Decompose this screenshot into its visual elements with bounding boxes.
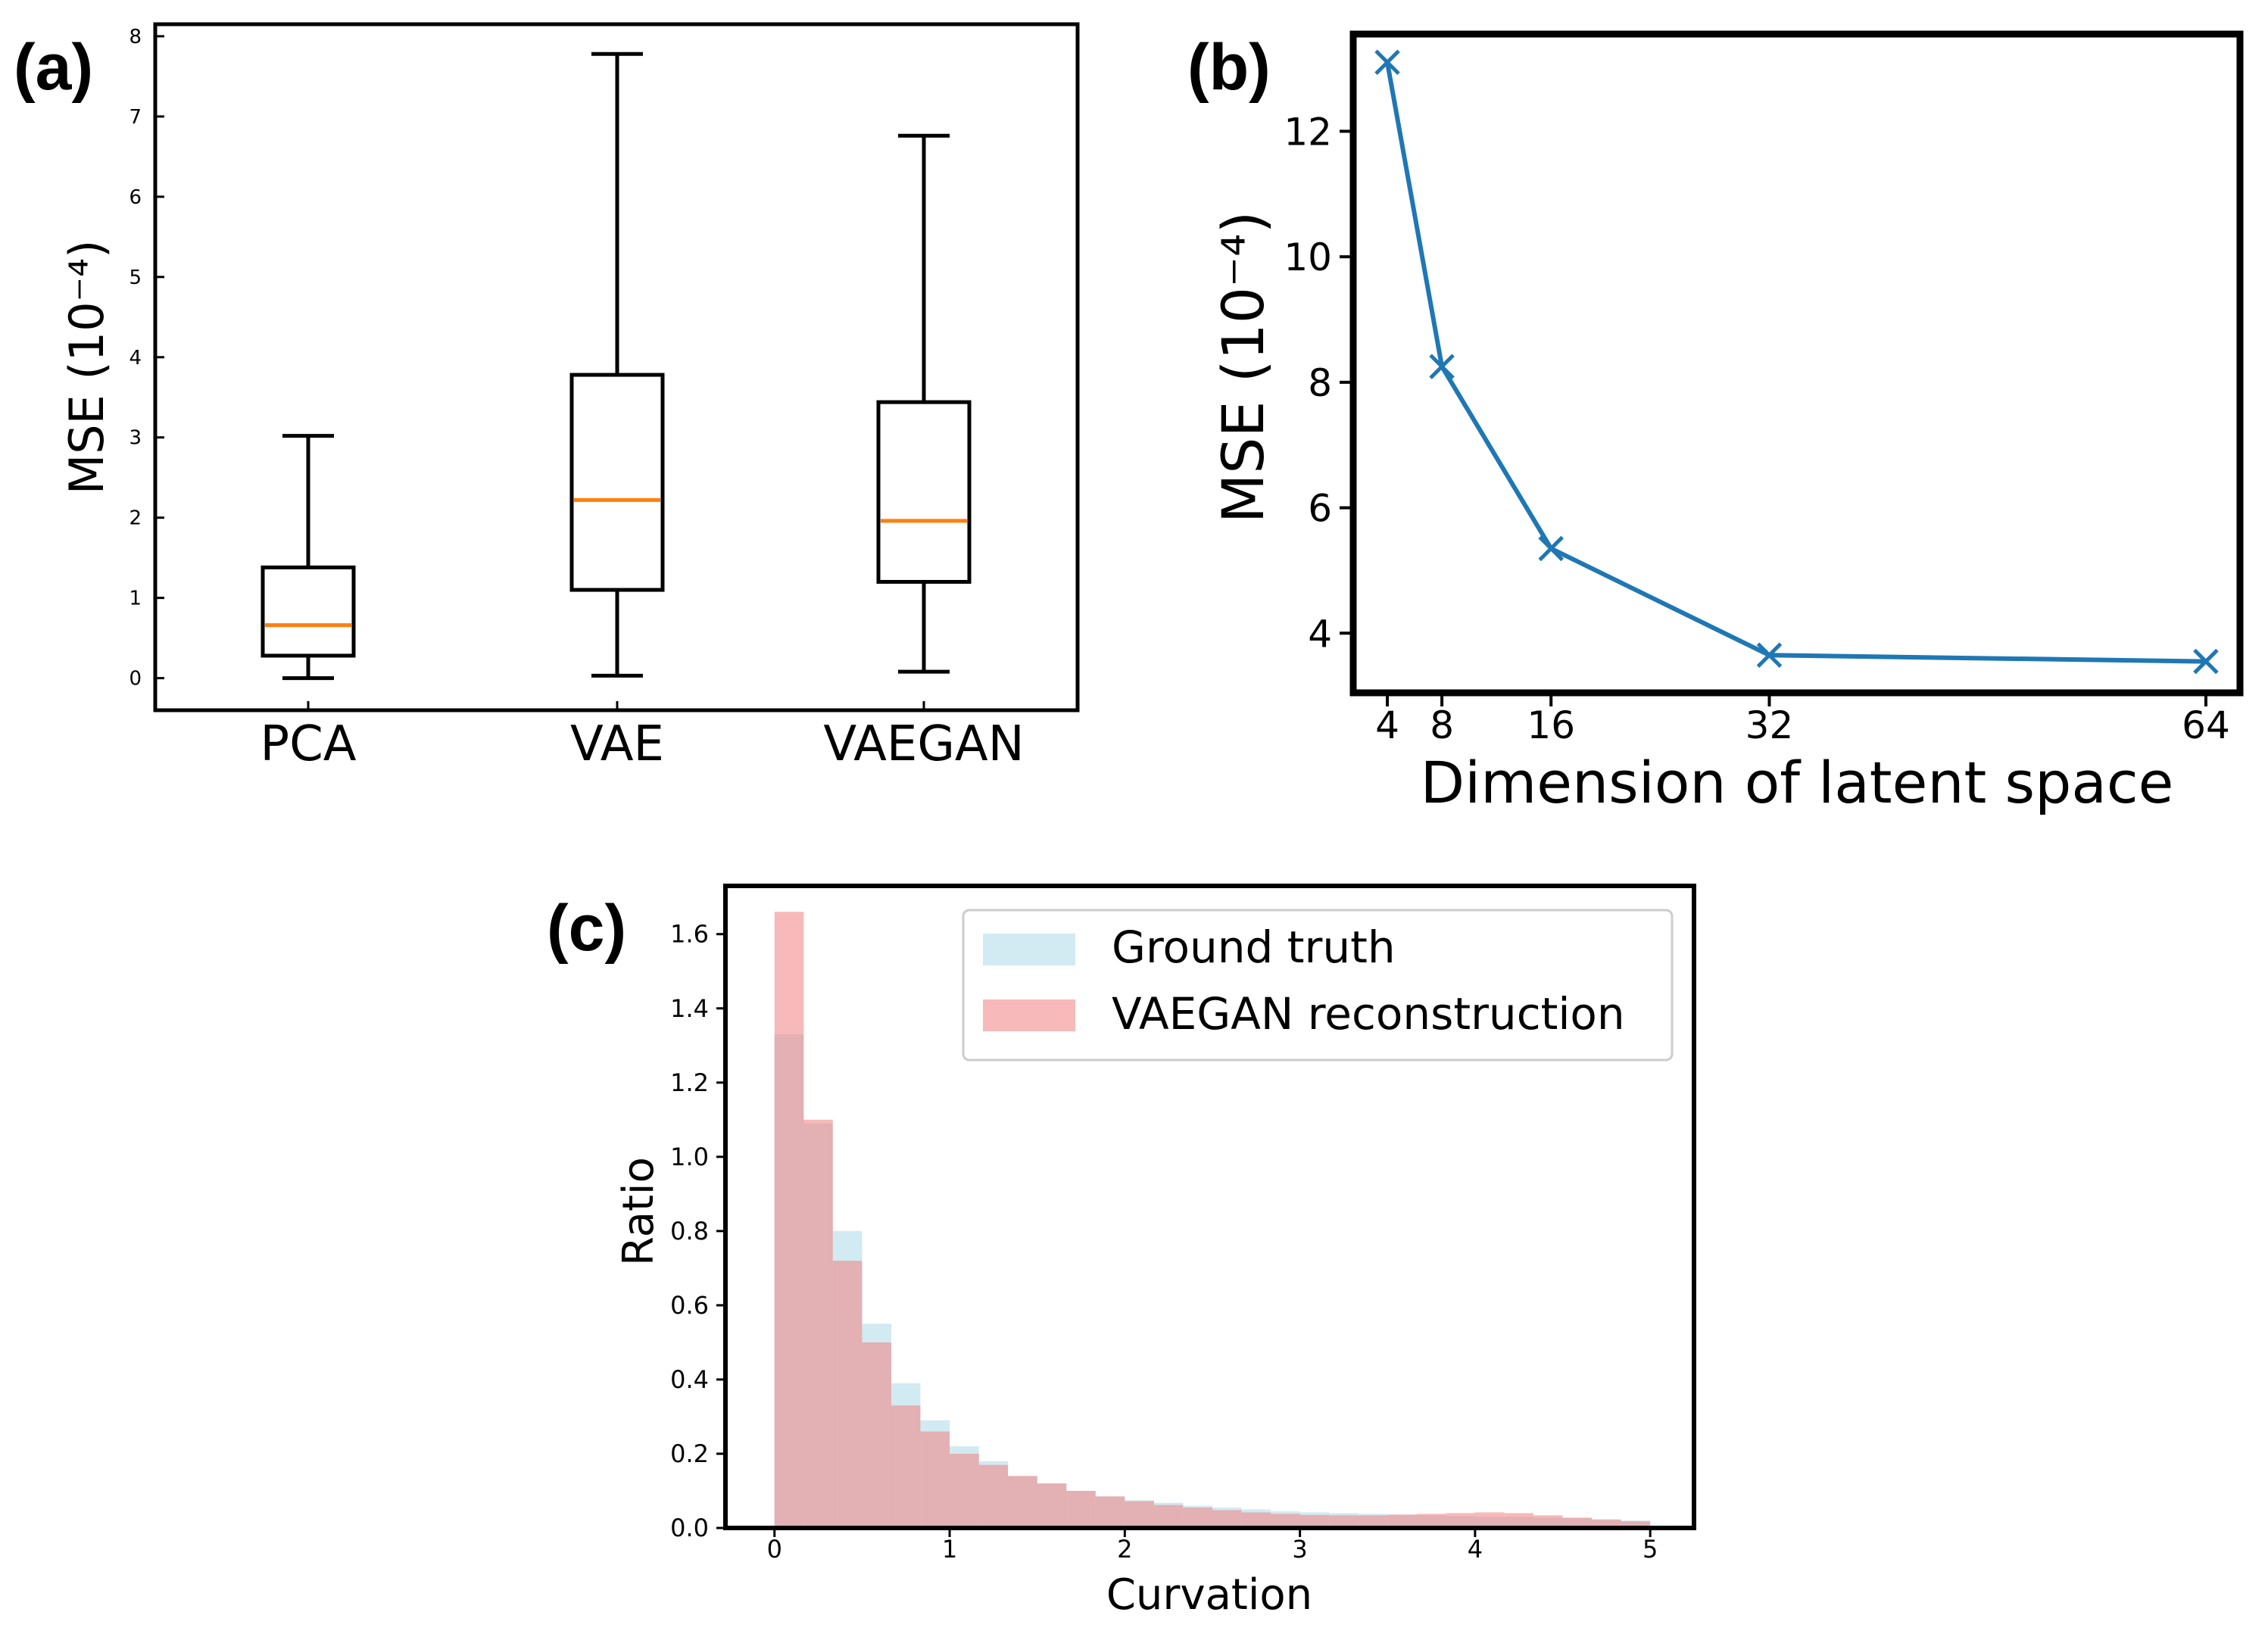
vaegan-bar [1533, 1515, 1563, 1528]
vaegan-bar [1183, 1508, 1212, 1528]
x-tick-label: 8 [1430, 703, 1454, 747]
y-axis-label: MSE (10⁻⁴) [59, 240, 114, 495]
x-tick-label: 4 [1375, 703, 1399, 747]
y-tick-label: 10 [1284, 235, 1332, 279]
data-point-marker [1429, 354, 1455, 379]
x-tick-label: 16 [1527, 703, 1575, 747]
x-axis-label: Dimension of latent space [1421, 749, 2174, 816]
vaegan-bar [1387, 1514, 1417, 1528]
box-plot: 0 1 2 3 4 5 6 7 8 MSE (10⁻⁴) PCA VAE VAEGAN [59, 22, 1080, 772]
y-tick-label: 4 [1308, 612, 1332, 656]
y-tick-label: 1.0 [670, 1143, 709, 1171]
legend-swatch-ground-truth [983, 934, 1075, 965]
vaegan-bar [1416, 1514, 1446, 1528]
y-tick-label: 0.4 [670, 1365, 709, 1394]
y-tick-label: 4 [129, 347, 142, 369]
y-tick-label: 0.0 [670, 1514, 709, 1542]
panel-c-label: (c) [547, 892, 626, 965]
y-tick-label: 0.8 [670, 1217, 709, 1246]
vaegan-bar [1153, 1504, 1184, 1528]
vaegan-bar [1212, 1510, 1242, 1528]
x-tick-label: 5 [1643, 1535, 1658, 1564]
x-tick-label: VAEGAN [823, 716, 1024, 772]
x-tick-label: 64 [2182, 703, 2230, 747]
vaegan-bar [1299, 1514, 1330, 1528]
y-tick-label: 6 [129, 186, 142, 209]
x-tick-label: 32 [1745, 703, 1794, 747]
x-tick-label: 4 [1468, 1535, 1483, 1564]
y-tick-label: 5 [129, 267, 142, 289]
x-tick-label: 3 [1292, 1535, 1307, 1564]
vaegan-bar [1358, 1515, 1388, 1528]
vaegan-bar [1008, 1476, 1037, 1528]
y-axis-label: Ratio [614, 1157, 663, 1266]
vaegan-bar [978, 1464, 1009, 1528]
vaegan-bar [774, 912, 804, 1528]
vaegan-bar [1125, 1501, 1154, 1528]
y-tick-label: 6 [1308, 487, 1332, 531]
vaegan-bar [1095, 1496, 1125, 1528]
x-tick-label: 0 [767, 1535, 782, 1564]
vaegan-bar [1329, 1515, 1359, 1528]
y-tick-label: 12 [1284, 110, 1332, 154]
vaegan-bar [1270, 1514, 1300, 1528]
vaegan-bar [1446, 1513, 1475, 1528]
plot-frame [1349, 30, 2244, 697]
data-point-marker [1374, 49, 1400, 76]
panel-a-label: (a) [14, 31, 93, 104]
series-line [1385, 61, 2207, 664]
y-tick-label: 3 [129, 427, 142, 450]
data-point-marker [2193, 648, 2219, 675]
y-tick-label: 1.4 [670, 994, 709, 1023]
vaegan-bar [832, 1261, 863, 1528]
y-tick-label: 7 [129, 106, 142, 129]
plot-frame [723, 884, 1696, 1530]
vaegan-bar [803, 1119, 833, 1528]
legend-label-ground-truth: Ground truth [1112, 921, 1396, 973]
legend-label-vaegan: VAEGAN reconstruction [1112, 988, 1625, 1040]
y-axis-label: MSE (10⁻⁴) [1209, 211, 1277, 524]
panel-b-label: (b) [1187, 31, 1271, 104]
vaegan-bar [862, 1342, 892, 1528]
x-tick-label: 1 [942, 1535, 957, 1564]
vaegan-bar [920, 1431, 950, 1528]
y-tick-label: 1 [129, 588, 142, 610]
y-tick-label: 0 [129, 668, 142, 691]
vaegan-bar [1592, 1520, 1621, 1528]
vaegan-bar [1474, 1512, 1505, 1528]
y-tick-label: 8 [129, 26, 142, 48]
vaegan-bar [1504, 1513, 1533, 1528]
data-point-marker [1538, 535, 1564, 562]
histogram-plot: 0.0 0.2 0.4 0.6 0.8 1.0 1.2 1.4 1.6 0 1 2 3 4 5 Curvati… [614, 884, 1696, 1620]
legend: Ground truth VAEGAN reconstruction [962, 909, 1674, 1062]
vaegan-bar [1037, 1483, 1067, 1528]
y-tick-label: 8 [1308, 361, 1332, 405]
x-tick-label: VAE [570, 716, 664, 772]
panel-a: (a) 0 1 2 3 4 5 6 7 8 MSE (10⁻⁴) PCA VAE VAEGAN [14, 22, 1080, 772]
panel-c: (c) 0.0 0.2 0.4 0.6 0.8 1.0 1.2 1.4 1.6 0 1 2 3 4 5 Cur… [547, 884, 1696, 1620]
vaegan-bar [1241, 1512, 1271, 1528]
legend-frame [962, 909, 1674, 1062]
legend-swatch-vaegan [983, 999, 1075, 1031]
vaegan-bar [1066, 1490, 1096, 1528]
box-pca [260, 565, 356, 658]
box-vae [569, 373, 665, 592]
y-tick-label: 1.6 [670, 920, 709, 949]
box-vaegan [876, 400, 972, 584]
x-axis-label: Curvation [1106, 1570, 1312, 1620]
vaegan-bar [891, 1405, 921, 1528]
x-tick-label: PCA [260, 716, 356, 772]
y-tick-label: 0.6 [670, 1291, 709, 1320]
y-tick-label: 0.2 [670, 1439, 709, 1468]
vaegan-bar [1562, 1517, 1593, 1528]
x-tick-label: 2 [1117, 1535, 1132, 1564]
vaegan-bar [1621, 1521, 1651, 1528]
y-tick-label: 2 [129, 507, 142, 530]
y-tick-label: 1.2 [670, 1068, 709, 1097]
vaegan-bar [950, 1453, 979, 1528]
data-point-marker [1756, 642, 1783, 669]
